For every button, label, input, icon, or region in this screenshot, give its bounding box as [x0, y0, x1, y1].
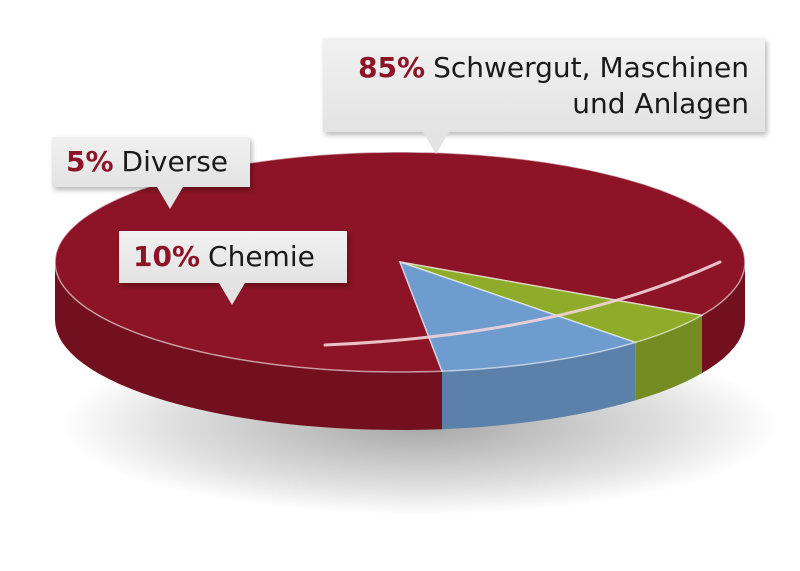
pie-tops [54, 151, 746, 373]
slice-value-label: 85% [358, 51, 426, 84]
pie-slice-side [442, 342, 636, 430]
slice-label-line-1: Schwergut, Maschinen [433, 51, 749, 84]
callout-pointer [157, 187, 183, 209]
callout-pointer [219, 283, 245, 305]
callout-schwergut: 85% Schwergut, Maschinen und Anlagen [323, 38, 765, 154]
slice-value-label: 10% [133, 240, 201, 273]
slice-label-line-2: und Anlagen [572, 87, 749, 120]
rim-highlight [323, 260, 722, 347]
slice-label: Chemie [208, 240, 315, 273]
callout-pointer [423, 132, 449, 154]
pie-slice [398, 260, 638, 372]
callout-diverse: 5% Diverse [52, 137, 250, 209]
pie-slice-side [55, 262, 442, 430]
callout-chemie: 10% Chemie [119, 231, 347, 305]
pie-slice-side [635, 315, 702, 401]
pie-slice [399, 261, 704, 344]
pie-sides [55, 262, 745, 430]
slice-value-label: 5% [66, 145, 114, 178]
slice-label: Diverse [121, 145, 229, 178]
